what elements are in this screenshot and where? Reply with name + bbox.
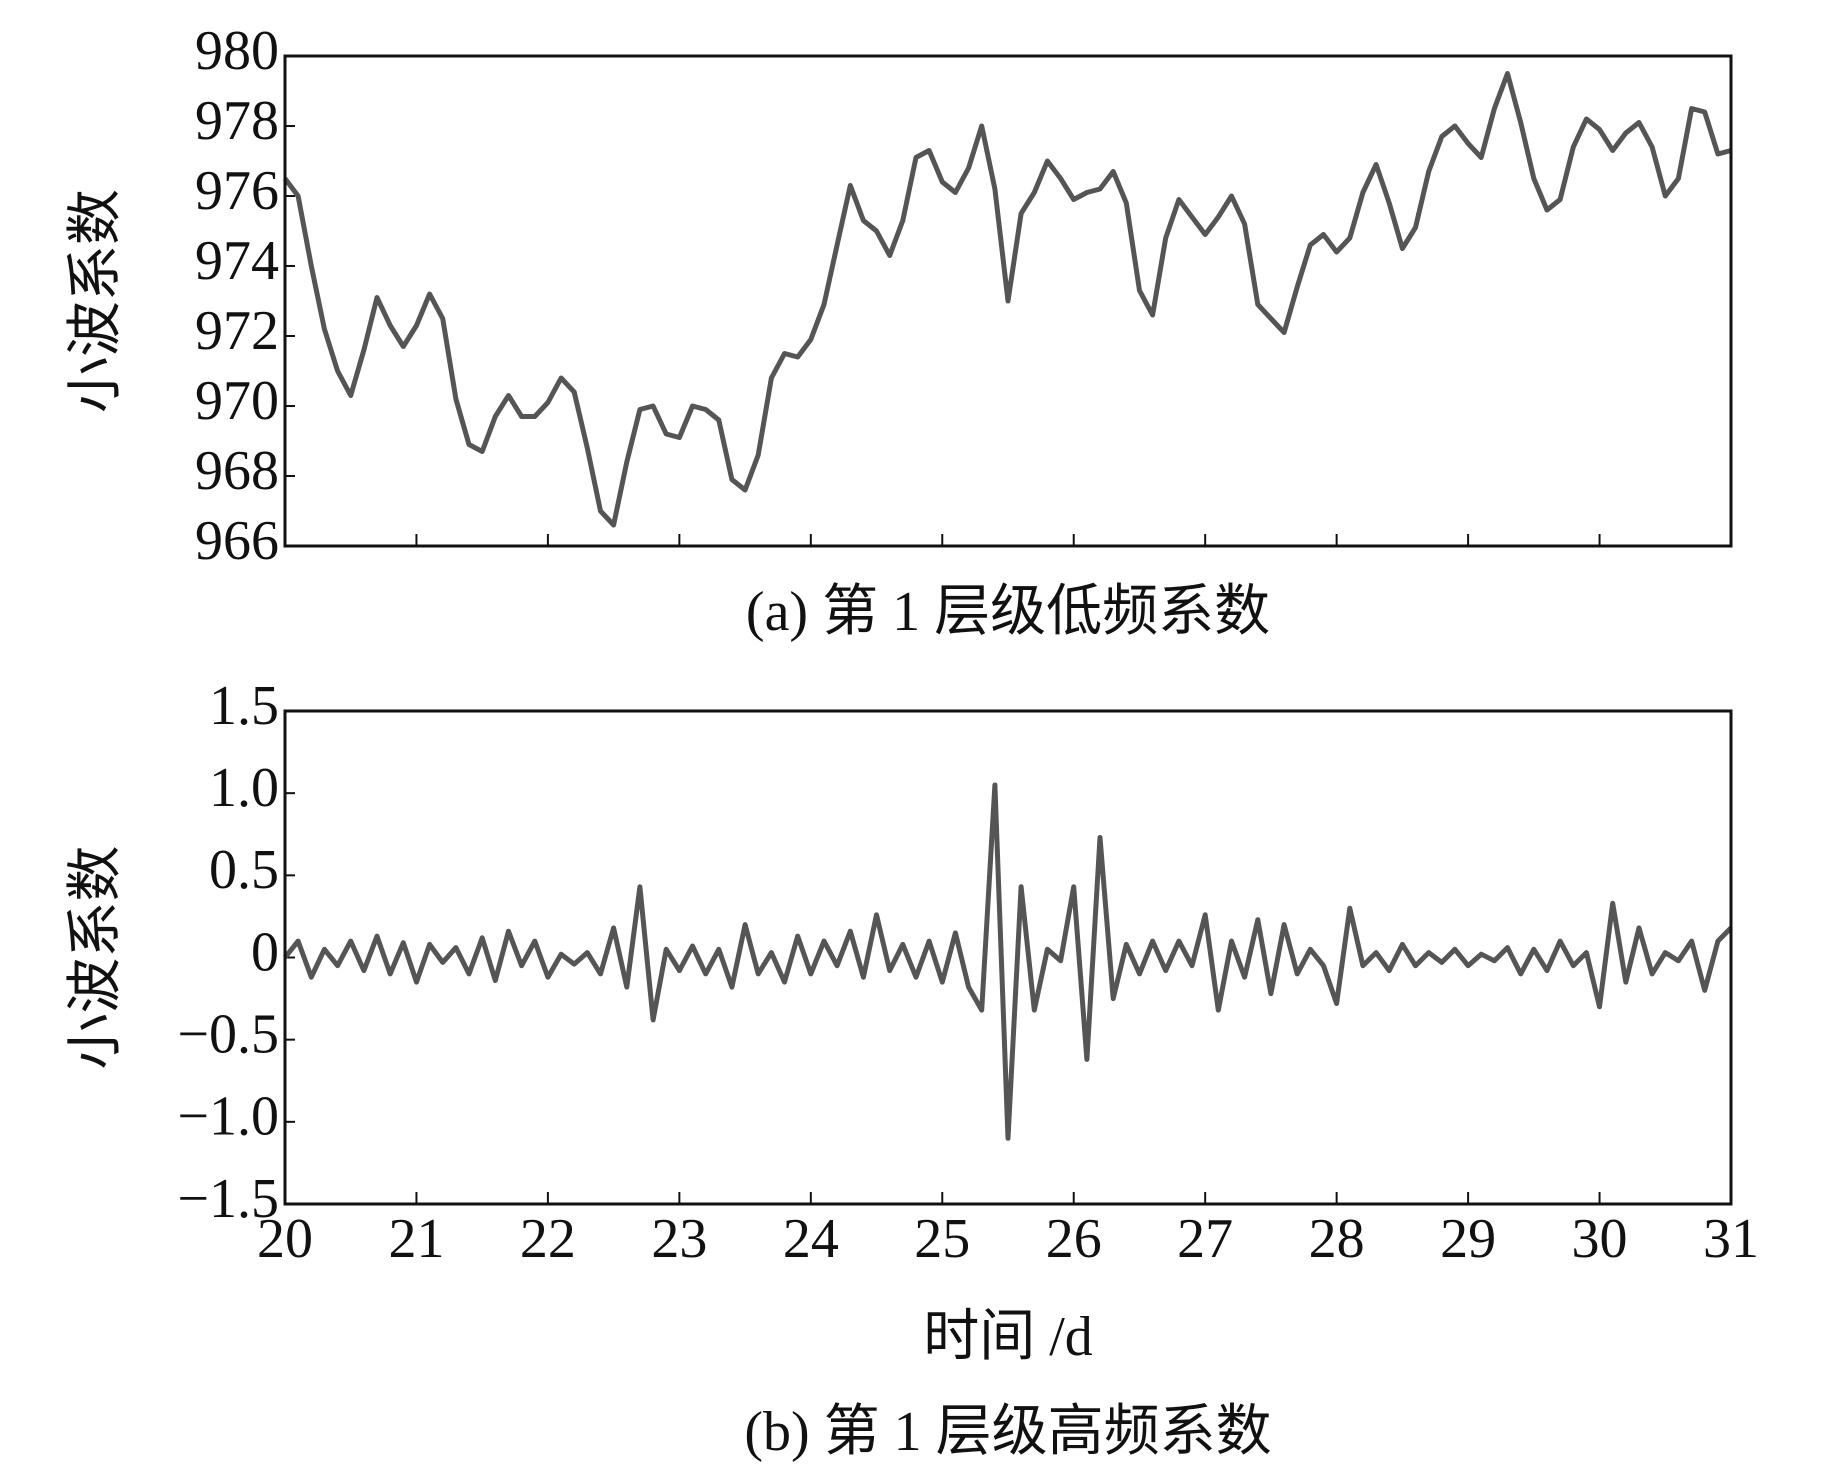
data-line — [283, 782, 1733, 1141]
x-tick-label: 31 — [1703, 1208, 1759, 1270]
plot-frame — [283, 709, 1733, 1206]
x-tick-label: 23 — [651, 1208, 707, 1270]
data-line — [282, 71, 1732, 528]
y-tick-label: 970 — [195, 370, 279, 432]
y-tick-label: 972 — [195, 300, 279, 362]
y-tick-label: 978 — [195, 90, 279, 152]
y-tick-label: −1.5 — [177, 1168, 279, 1230]
x-tick-label: 20 — [257, 1208, 313, 1270]
y-tick-label: 980 — [195, 20, 279, 82]
y-tick-label: 0.5 — [209, 839, 279, 901]
x-tick-label: 26 — [1046, 1208, 1102, 1270]
y-axis-label: 小波系数 — [65, 846, 127, 1070]
x-tick-label: 28 — [1309, 1208, 1365, 1270]
y-tick-label: 974 — [195, 230, 279, 292]
y-tick-label: 976 — [195, 160, 279, 222]
y-tick-label: −0.5 — [177, 1004, 279, 1066]
x-tick-label: 24 — [783, 1208, 839, 1270]
x-tick-label: 21 — [388, 1208, 444, 1270]
y-tick-label: 1.0 — [209, 757, 279, 819]
y-tick-label: −1.0 — [177, 1086, 279, 1148]
y-tick-label: 1.5 — [209, 675, 279, 737]
x-tick-label: 30 — [1572, 1208, 1628, 1270]
plot-frame — [283, 54, 1733, 548]
caption: (b) 第 1 层级高频系数 — [744, 1401, 1271, 1463]
y-tick-label: 968 — [195, 440, 279, 502]
x-tick-label: 22 — [520, 1208, 576, 1270]
y-tick-label: 966 — [195, 510, 279, 572]
y-axis-label: 小波系数 — [65, 189, 127, 413]
x-tick-label: 29 — [1440, 1208, 1496, 1270]
y-tick-label: 0 — [251, 921, 279, 983]
x-tick-label: 25 — [914, 1208, 970, 1270]
caption: (a) 第 1 层级低频系数 — [746, 581, 1270, 643]
x-tick-label: 27 — [1177, 1208, 1233, 1270]
x-axis-label: 时间 /d — [923, 1306, 1093, 1368]
